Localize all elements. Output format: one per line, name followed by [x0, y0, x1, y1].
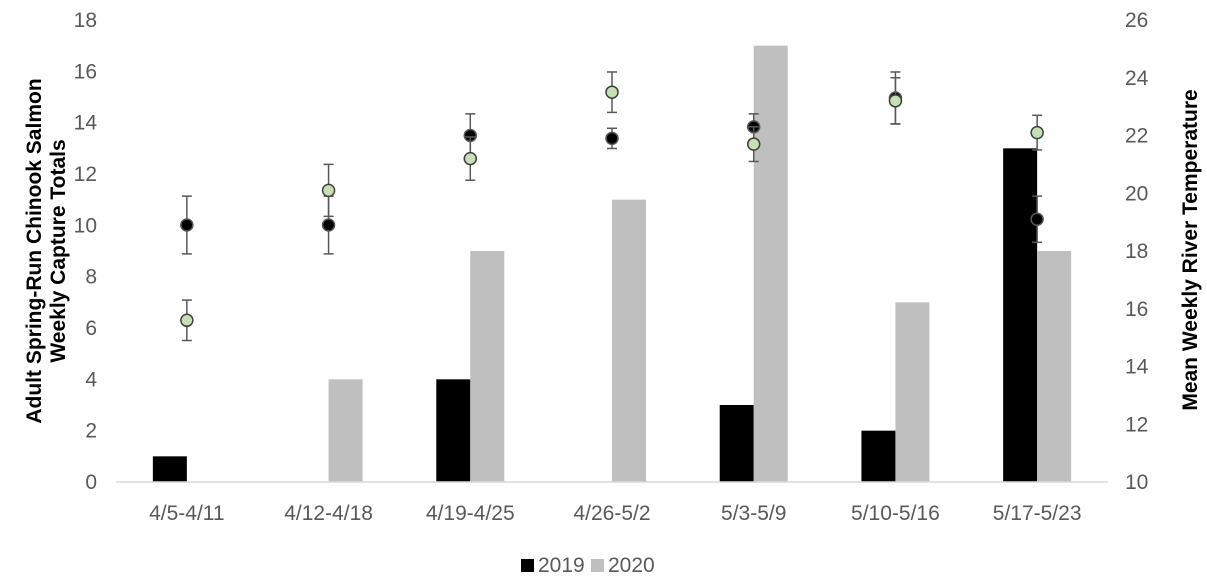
x-tick-label-5: 5/10-5/16 [851, 502, 940, 525]
bar-2020-4_19-4_25 [470, 251, 505, 482]
legend-swatch-2019 [521, 559, 534, 572]
x-tick-label-6: 5/17-5/23 [993, 502, 1082, 525]
y-tick-label-4: 8 [85, 266, 97, 289]
y-tick-label-7: 14 [74, 112, 98, 135]
bar-2020-5_17-5_23 [1037, 251, 1072, 482]
legend-swatch-2020 [591, 559, 604, 572]
x-tick-label-3: 4/26-5/2 [573, 502, 650, 525]
y2-axis-ticks: 10 12 14 16 18 20 22 24 26 [1125, 9, 1149, 494]
temp-2019-4_12-4_18-point [321, 218, 336, 232]
temp-2020-4_26-5_2-point [605, 85, 619, 99]
x-tick-label-2: 4/19-4/25 [426, 502, 515, 525]
temp-2020-5_17-5_23-point [1030, 125, 1044, 140]
temp-2020-4_5-4_11-point [180, 313, 194, 328]
y2-tick-label-7: 24 [1125, 67, 1149, 90]
y-tick-label-6: 12 [74, 163, 97, 186]
y-tick-label-0: 0 [85, 471, 97, 494]
bar-2019-5_10-5_16 [861, 430, 896, 482]
y2-tick-label-1: 12 [1125, 413, 1148, 436]
y2-tick-label-6: 22 [1125, 125, 1148, 148]
bar-2020-5_3-5_9 [753, 45, 788, 483]
y-axis-ticks: 0 2 4 6 8 10 12 14 16 18 [74, 9, 98, 494]
temp-2019-4_5-4_11-point [180, 218, 194, 232]
y-axis-title-line-2: Weekly Capture Totals [47, 139, 70, 362]
legend-label-2020: 2020 [608, 554, 655, 577]
x-tick-label-1: 4/12-4/18 [284, 502, 373, 525]
legend-label-2019: 2019 [538, 554, 585, 577]
bar-2020-4_26-5_2 [612, 199, 646, 482]
bar-2020-5_10-5_16 [895, 302, 930, 482]
temp-2020-5_10-5_16-point [888, 94, 903, 108]
y-tick-label-3: 6 [85, 317, 97, 340]
temp-2020-5_3-5_9-point [746, 137, 761, 151]
y-tick-label-1: 2 [85, 420, 97, 443]
y2-tick-label-8: 26 [1125, 9, 1148, 32]
bar-2019-5_3-5_9 [719, 405, 754, 482]
y2-tick-label-2: 14 [1125, 356, 1149, 379]
x-axis-ticks: 4/5-4/11 4/12-4/18 4/19-4/25 4/26-5/2 5/3-5/… [149, 502, 1081, 525]
y2-tick-label-0: 10 [1125, 471, 1148, 494]
bars-layer [152, 45, 1072, 483]
y-axis-title-line-1: Adult Spring-Run Chinook Salmon [23, 78, 46, 423]
x-tick-label-0: 4/5-4/11 [149, 502, 225, 525]
y-tick-label-9: 18 [74, 9, 97, 32]
x-tick-label-4: 5/3-5/9 [721, 502, 786, 525]
bar-2020-4_12-4_18 [328, 379, 363, 482]
temp-2020-4_19-4_25-point [463, 151, 478, 166]
temp-2020-4_12-4_18-point [321, 183, 336, 198]
temp-2019-4_26-5_2-point [605, 131, 619, 146]
y2-tick-label-3: 16 [1125, 298, 1148, 321]
bar-2019-5_17-5_23 [1003, 148, 1038, 483]
y-tick-label-2: 4 [85, 368, 97, 391]
bar-2019-4_19-4_25 [436, 379, 471, 482]
temp-2019-5_17-5_23-point [1030, 212, 1044, 226]
y2-tick-label-4: 18 [1125, 240, 1148, 263]
temperature-layer [180, 71, 1044, 342]
y2-axis-title: Mean Weekly River Temperature [1179, 89, 1202, 410]
bar-2019-4_5-4_11 [152, 456, 187, 482]
y-tick-label-5: 10 [74, 214, 97, 237]
y2-tick-label-5: 20 [1125, 182, 1148, 205]
y-tick-label-8: 16 [74, 60, 97, 83]
legend: 2019 2020 [521, 554, 655, 577]
